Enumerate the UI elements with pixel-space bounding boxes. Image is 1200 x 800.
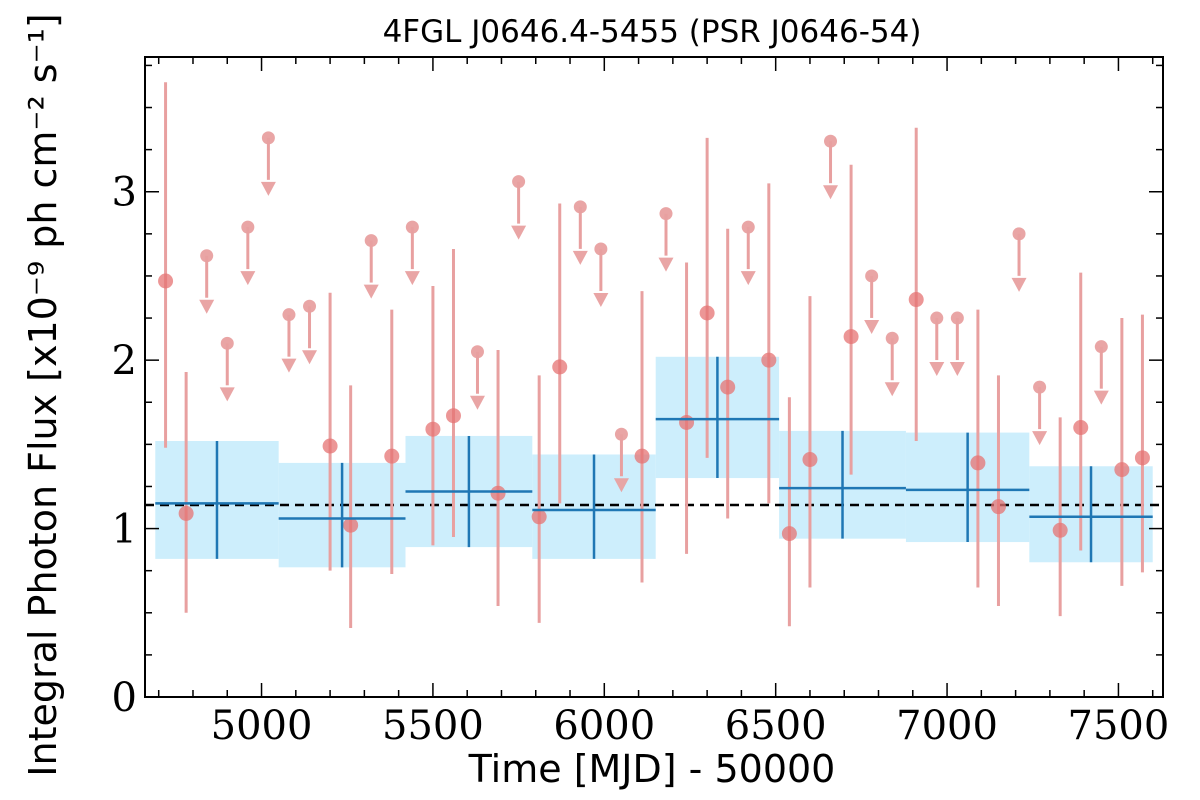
detection-point [343, 517, 359, 533]
upper-limit-arrow [363, 284, 379, 299]
upper-limit-arrow [469, 395, 485, 410]
y-tick-label: 0 [112, 675, 137, 721]
detection-point [843, 329, 859, 345]
detection-point [699, 305, 715, 321]
detection-point [490, 485, 506, 501]
upper-limit-marker [261, 131, 275, 145]
x-tick-label: 6000 [553, 703, 655, 749]
upper-limit-marker [1012, 227, 1026, 241]
upper-limit-arrow [199, 299, 215, 314]
upper-limit-marker [594, 242, 608, 256]
detection-point [178, 505, 194, 521]
upper-limit-arrow [823, 185, 839, 200]
detection-point [531, 509, 547, 525]
upper-limit-marker [364, 234, 378, 248]
x-tick-label: 7000 [896, 703, 998, 749]
upper-limit-arrow [240, 271, 256, 286]
detection-point [158, 273, 174, 289]
x-tick-label: 7500 [1068, 703, 1170, 749]
detection-point [970, 455, 986, 471]
upper-limit-marker [865, 269, 879, 283]
upper-limit-marker [930, 311, 944, 325]
upper-limit-arrow [1032, 431, 1048, 446]
upper-limit-marker [200, 249, 214, 263]
upper-limit-marker [885, 331, 899, 345]
upper-limit-arrow [864, 319, 880, 334]
y-axis-label: Integral Photon Flux [x10⁻⁹ ph cm⁻² s⁻¹] [21, 13, 65, 776]
upper-limit-marker [282, 308, 296, 322]
detection-point [1134, 450, 1150, 466]
upper-limit-arrow [219, 387, 235, 402]
upper-limit-marker [1094, 340, 1108, 354]
detection-point [634, 448, 650, 464]
upper-limit-arrow [404, 271, 420, 286]
detection-point [781, 526, 797, 542]
upper-limit-arrow [593, 293, 609, 307]
plot-frame [144, 56, 1164, 698]
detection-point [990, 499, 1006, 515]
upper-limit-marker [659, 207, 673, 221]
detection-point [322, 438, 338, 454]
upper-limit-marker [303, 299, 317, 313]
upper-limit-arrow [1093, 390, 1109, 405]
upper-limit-arrow [281, 358, 297, 373]
upper-limit-arrow [613, 478, 629, 493]
upper-limit-arrow [740, 271, 756, 286]
upper-limit-marker [573, 200, 587, 214]
upper-limit-arrow [511, 225, 527, 240]
detection-point [384, 448, 400, 464]
y-tick-label: 3 [112, 170, 137, 216]
upper-limit-marker [824, 134, 838, 148]
upper-limit-marker [241, 220, 255, 234]
upper-limit-arrow [929, 362, 945, 377]
axis-ticks: 5000 5500 6000 6500 7000 7500 0 1 2 3 [112, 57, 1170, 749]
chart-title: 4FGL J0646.4-5455 (PSR J0646-54) [383, 14, 922, 50]
detection-point [445, 408, 461, 424]
upper-limit-arrow [260, 181, 276, 196]
upper-limit-marker [512, 175, 526, 189]
upper-limit-arrow [658, 257, 674, 272]
detection-point [425, 421, 441, 437]
upper-limit-marker [1033, 380, 1047, 394]
y-tick-label: 1 [112, 507, 137, 553]
detection-point [908, 292, 924, 308]
upper-limit-marker [220, 336, 234, 350]
x-tick-label: 6500 [725, 703, 827, 749]
detection-point [1073, 420, 1089, 436]
upper-limit-arrow [572, 250, 588, 265]
detection-point [1052, 522, 1068, 538]
upper-limit-marker [741, 220, 755, 234]
detection-point [720, 379, 736, 395]
upper-limit-arrow [1011, 277, 1027, 292]
x-tick-label: 5500 [382, 703, 484, 749]
detection-point [802, 452, 818, 468]
detection-point [679, 414, 695, 430]
upper-limit-arrow [949, 362, 965, 377]
upper-limit-arrow [302, 350, 318, 365]
plot-area [145, 82, 1163, 628]
upper-limit-marker [950, 311, 964, 325]
upper-limit-marker [405, 220, 419, 234]
x-tick-label: 5000 [211, 703, 313, 749]
x-axis-label: Time [MJD] - 50000 [468, 747, 836, 791]
upper-limit-marker [614, 427, 628, 441]
upper-limit-marker [470, 345, 484, 359]
detection-point [1114, 462, 1130, 478]
y-tick-label: 2 [112, 338, 137, 384]
detection-point [552, 359, 568, 375]
upper-limit-arrow [884, 382, 900, 397]
detection-point [761, 352, 777, 368]
